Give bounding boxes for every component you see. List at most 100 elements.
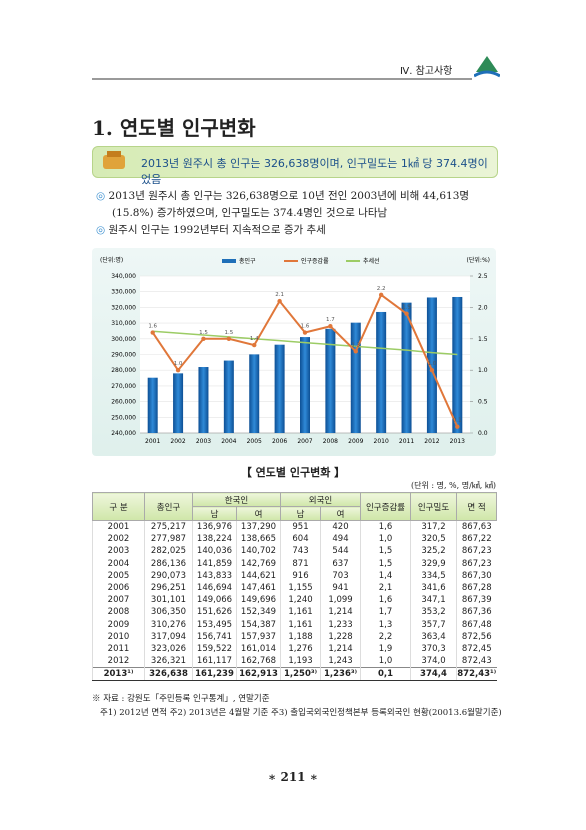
th: 여 [320, 506, 361, 521]
notes: ※ 자료 : 강원도「주민등록 인구통계」, 연말기준 주1) 2012년 면적… [92, 692, 502, 720]
th: 여 [236, 506, 281, 521]
cell: 2008 [92, 606, 145, 619]
cell: 2005 [92, 569, 145, 582]
cell: 1,236³⁾ [320, 667, 361, 682]
cell: 1,214 [320, 642, 361, 656]
chart: (단위:명) (단위:%) 240,000 250,000 260,000 270,0… [92, 248, 496, 456]
cell: 951 [280, 520, 321, 534]
marker [150, 330, 155, 335]
y2-tick-label: 0.5 [478, 399, 488, 406]
marker [378, 292, 384, 298]
cell: 310,276 [144, 618, 193, 631]
legend-label: 총인구 [239, 257, 256, 265]
cell: 544 [320, 545, 361, 558]
x-tick-label: 2006 [272, 438, 287, 445]
page-title: 1. 연도별 인구변화 [92, 116, 256, 140]
cell: 162,768 [236, 655, 281, 668]
th: 면 적 [456, 492, 497, 521]
cell: 2003 [92, 545, 145, 558]
cell: 370,3 [410, 642, 457, 656]
cell: 1,0 [360, 655, 411, 668]
cell: 156,741 [192, 630, 237, 643]
cell: 153,495 [192, 618, 237, 631]
cell: 2006 [92, 581, 145, 595]
cell: 1,250³⁾ [280, 667, 321, 682]
th: 남 [192, 506, 237, 521]
table-row: 2003 282,025 140,036 140,702 743 544 1,5 325,2 8… [92, 545, 497, 558]
cell: 1,6 [360, 594, 411, 607]
cell: 157,937 [236, 630, 281, 643]
cell: 137,290 [236, 520, 281, 534]
cell: 2010 [92, 630, 145, 643]
marker [201, 336, 206, 341]
cell: 2013¹⁾ [92, 667, 145, 682]
cell: 326,638 [144, 667, 193, 682]
table-row: 2013¹⁾ 326,638 161,239 162,913 1,250³⁾ 1,236³… [92, 667, 497, 682]
cell: 1,240 [280, 594, 321, 607]
cell: 353,2 [410, 606, 457, 619]
line [152, 330, 458, 356]
cell: 357,7 [410, 618, 457, 631]
data-label: 1.3 [351, 342, 360, 348]
marker [226, 336, 232, 341]
cell: 149,066 [192, 594, 237, 607]
cell: 1,161 [280, 618, 321, 631]
cell: 743 [280, 545, 321, 558]
cell: 1,228 [320, 630, 361, 643]
data-label: 2.1 [275, 292, 284, 298]
cell: 374,0 [410, 655, 457, 668]
cell: 1,276 [280, 642, 321, 656]
th: 한국인 [192, 492, 281, 507]
cell: 420 [320, 520, 361, 534]
cell: 1,214 [320, 606, 361, 619]
marker [302, 330, 308, 335]
x-tick-label: 2013 [450, 438, 465, 445]
th: 총인구 [144, 492, 193, 521]
cell: 142,769 [236, 557, 281, 570]
y-tick-label: 300,000 [111, 336, 136, 343]
bar [401, 302, 412, 433]
cell: 140,702 [236, 545, 281, 558]
marker [429, 368, 435, 373]
table-row: 2006 296,251 146,694 147,461 1,155 941 2,1 341,… [92, 581, 497, 595]
cell: 347,1 [410, 594, 457, 607]
cell: 867,48 [456, 618, 497, 631]
data-label: 1.0 [174, 361, 183, 367]
table-row: 2007 301,101 149,066 149,696 1,240 1,099 1,6 34… [92, 594, 497, 607]
cell: 872,43 [456, 655, 497, 668]
cell: 867,23 [456, 557, 497, 570]
table-unit: (단위 : 명, %, 명/㎢, ㎢) [410, 481, 496, 490]
data-label: 0.1 [453, 418, 462, 424]
bullet-text: 원주시 인구는 1992년부터 지속적으로 증가 추세 [108, 224, 326, 236]
cell: 1,188 [280, 630, 321, 643]
y-tick-label: 340,000 [111, 273, 136, 280]
cell: 2004 [92, 557, 145, 570]
bar [173, 373, 184, 433]
cell: 867,28 [456, 581, 497, 595]
cell: 2012 [92, 655, 145, 668]
cell: 1,0 [360, 533, 411, 546]
cell: 1,5 [360, 545, 411, 558]
data-label: 1.9 [402, 305, 411, 311]
bar [350, 322, 361, 433]
note: ※ 자료 : 강원도「주민등록 인구통계」, 연말기준 [92, 694, 270, 704]
y-tick-label: 270,000 [111, 383, 136, 390]
cell: 374,4 [410, 667, 457, 682]
bar [274, 344, 285, 433]
cell: 149,696 [236, 594, 281, 607]
cell: 136,976 [192, 520, 237, 534]
cell: 872,45 [456, 642, 497, 656]
cell: 323,026 [144, 642, 193, 656]
cell: 1,3 [360, 618, 411, 631]
y-tick-label: 330,000 [111, 289, 136, 296]
cell: 138,224 [192, 533, 237, 546]
legend-swatch [222, 259, 236, 263]
cell: 275,217 [144, 520, 193, 534]
cell: 141,859 [192, 557, 237, 570]
cell: 1,5 [360, 557, 411, 570]
cell: 872,43¹⁾ [456, 667, 497, 682]
table-row: 2005 290,073 143,833 144,621 916 703 1,4 334,5 8… [92, 569, 497, 582]
y2-unit: (단위:%) [467, 256, 490, 264]
cell: 941 [320, 581, 361, 595]
highlight-box: 2013년 원주시 총 인구는 326,638명이며, 인구밀도는 1㎢ 당 3… [92, 146, 498, 186]
